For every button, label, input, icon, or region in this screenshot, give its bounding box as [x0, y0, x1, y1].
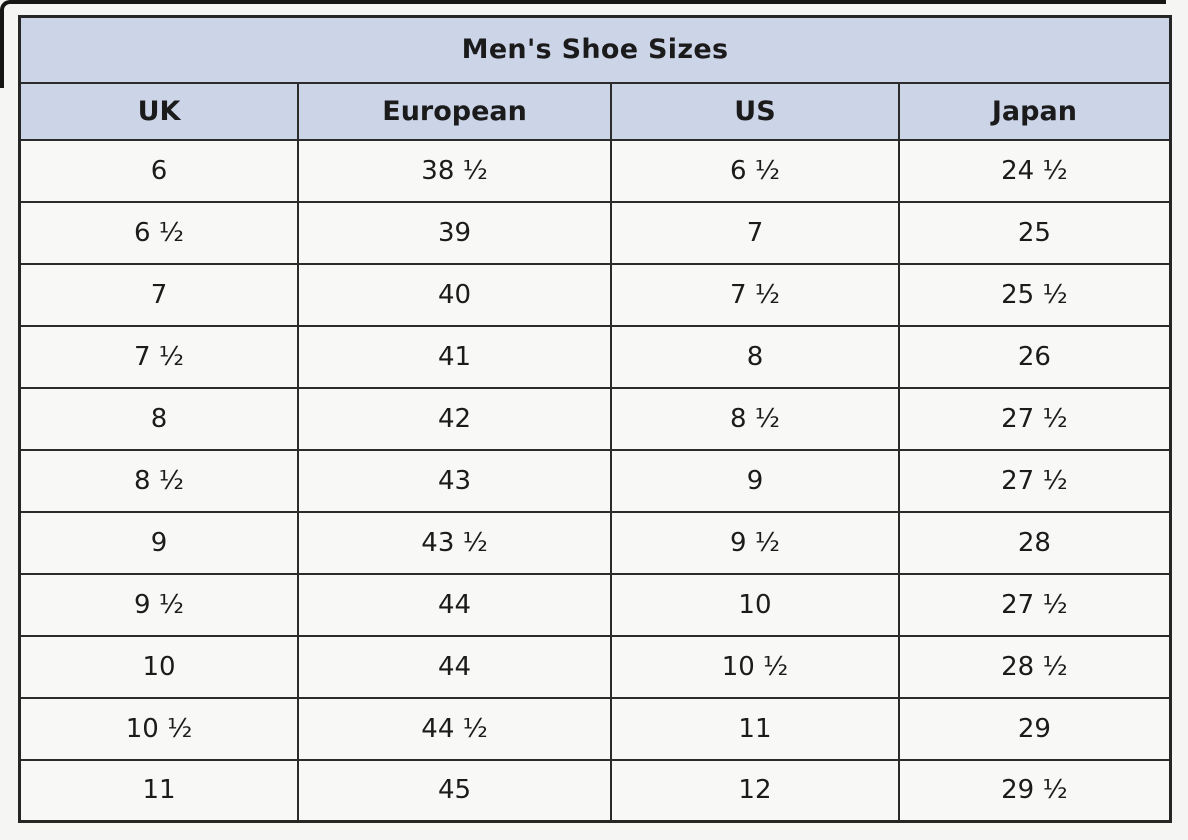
table-cell: 9 [610, 448, 900, 513]
table-cell: 7 [18, 262, 300, 327]
table-row: 7 ½ 41 8 26 [18, 324, 1172, 389]
table-cell: 45 [297, 758, 613, 823]
table-cell: 10 ½ [18, 696, 300, 761]
column-header-european: European [297, 81, 613, 141]
table-cell: 29 ½ [897, 758, 1172, 823]
table-cell: 39 [297, 200, 613, 265]
table-cell: 11 [610, 696, 900, 761]
table-cell: 6 ½ [18, 200, 300, 265]
table-cell: 43 [297, 448, 613, 513]
table-cell: 44 ½ [297, 696, 613, 761]
table-cell: 28 [897, 510, 1172, 575]
table-cell: 43 ½ [297, 510, 613, 575]
table-cell: 8 [610, 324, 900, 389]
table-cell: 7 ½ [610, 262, 900, 327]
table-cell: 27 ½ [897, 386, 1172, 451]
table-cell: 25 ½ [897, 262, 1172, 327]
table-cell: 27 ½ [897, 448, 1172, 513]
table-cell: 10 [18, 634, 300, 699]
table-cell: 10 ½ [610, 634, 900, 699]
table-row: 8 42 8 ½ 27 ½ [18, 386, 1172, 451]
column-header-us: US [610, 81, 900, 141]
table-cell: 38 ½ [297, 138, 613, 203]
column-header-uk: UK [18, 81, 300, 141]
table-row: 7 40 7 ½ 25 ½ [18, 262, 1172, 327]
table-cell: 44 [297, 634, 613, 699]
table-cell: 24 ½ [897, 138, 1172, 203]
table-cell: 10 [610, 572, 900, 637]
table-cell: 9 ½ [18, 572, 300, 637]
table-cell: 8 ½ [610, 386, 900, 451]
table-cell: 40 [297, 262, 613, 327]
table-row: 6 ½ 39 7 25 [18, 200, 1172, 265]
table-cell: 25 [897, 200, 1172, 265]
column-header-japan: Japan [897, 81, 1172, 141]
table-row: 10 ½ 44 ½ 11 29 [18, 696, 1172, 761]
table-cell: 7 ½ [18, 324, 300, 389]
table-row: 9 ½ 44 10 27 ½ [18, 572, 1172, 637]
table-cell: 42 [297, 386, 613, 451]
table-title: Men's Shoe Sizes [18, 15, 1172, 84]
table-cell: 11 [18, 758, 300, 823]
title-row: Men's Shoe Sizes [18, 15, 1172, 84]
shoe-size-table: Men's Shoe Sizes UK European US Japan 6 38 ½… [18, 15, 1172, 823]
table-row: 10 44 10 ½ 28 ½ [18, 634, 1172, 699]
table-cell: 9 [18, 510, 300, 575]
table-cell: 6 ½ [610, 138, 900, 203]
table-cell: 8 ½ [18, 448, 300, 513]
table-cell: 28 ½ [897, 634, 1172, 699]
header-row: UK European US Japan [18, 81, 1172, 141]
table-cell: 7 [610, 200, 900, 265]
table-cell: 26 [897, 324, 1172, 389]
table-cell: 29 [897, 696, 1172, 761]
table-cell: 27 ½ [897, 572, 1172, 637]
table-cell: 44 [297, 572, 613, 637]
table-row: 11 45 12 29 ½ [18, 758, 1172, 823]
table-cell: 41 [297, 324, 613, 389]
table-row: 8 ½ 43 9 27 ½ [18, 448, 1172, 513]
table-cell: 12 [610, 758, 900, 823]
table-cell: 8 [18, 386, 300, 451]
table-cell: 9 ½ [610, 510, 900, 575]
table-cell: 6 [18, 138, 300, 203]
